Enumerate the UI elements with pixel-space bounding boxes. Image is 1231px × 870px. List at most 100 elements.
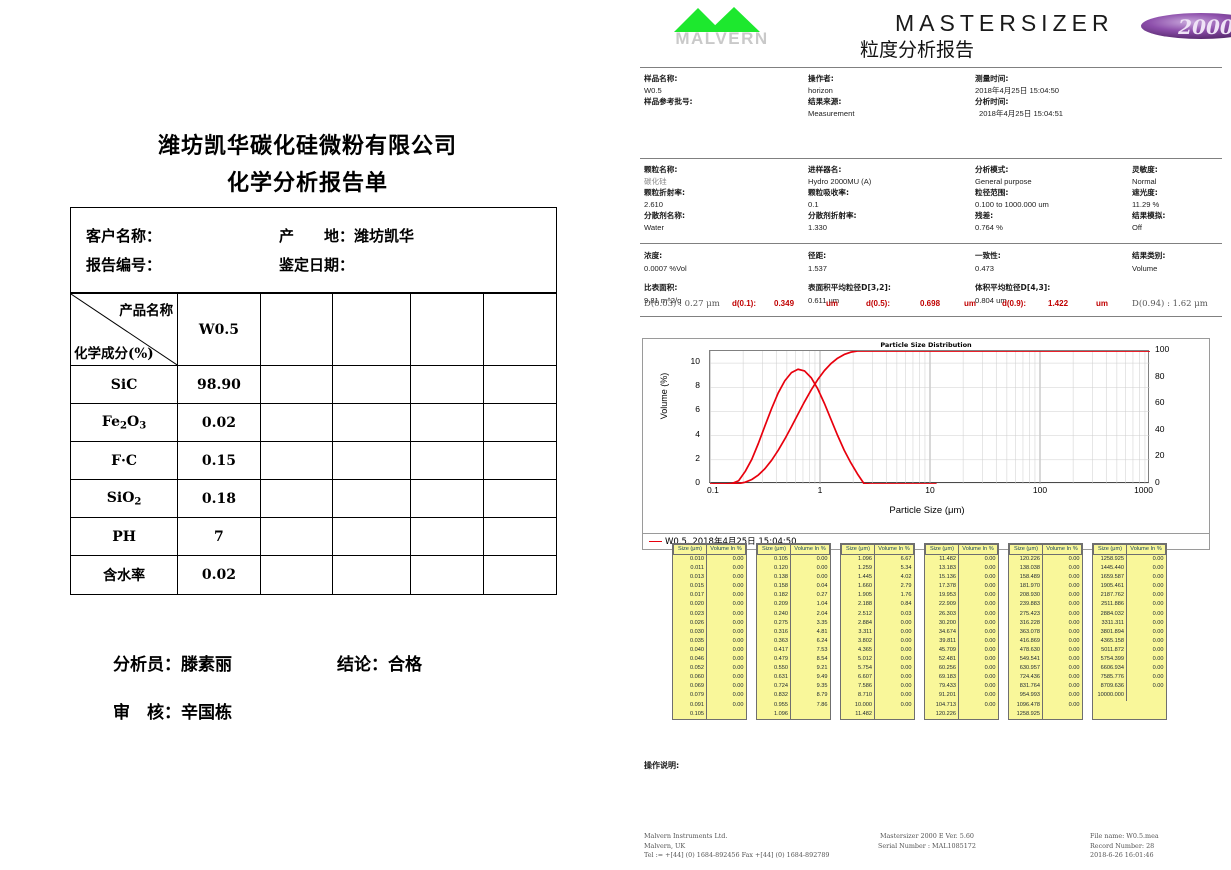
empty-cell bbox=[259, 479, 334, 518]
size-cell: 0.013 bbox=[673, 573, 707, 583]
table-row: 0.363 6.24 bbox=[757, 636, 830, 646]
table-row: 3.311 0.00 bbox=[841, 627, 914, 637]
composition-item: Fe2O3 bbox=[71, 403, 179, 442]
x-tick-label: 1000 bbox=[1134, 485, 1153, 495]
volume-cell: 0.00 bbox=[1068, 646, 1080, 653]
x-tick-label: 1 bbox=[817, 485, 823, 495]
table-row: 15.136 0.00 bbox=[925, 573, 998, 583]
volume-cell: 0.00 bbox=[984, 601, 996, 608]
conclusion-label: 结论：合格 bbox=[337, 655, 422, 675]
empty-cell bbox=[259, 293, 334, 366]
table-row: 0.011 0.00 bbox=[673, 564, 746, 574]
size-column-header: Size (μm) bbox=[757, 544, 791, 555]
volume-cell: 6.67 bbox=[900, 556, 912, 562]
report-footer: Malvern Instruments Ltd. Malvern, UK Tel :… bbox=[630, 832, 1231, 870]
size-cell: 275.423 bbox=[1009, 609, 1043, 619]
volume-cell bbox=[959, 710, 998, 719]
volume-cell: 0.00 bbox=[1068, 619, 1080, 626]
volume-cell: 0.00 bbox=[1152, 610, 1164, 617]
volume-cell: 0.00 bbox=[900, 619, 912, 626]
report-number-label: 报告编号： bbox=[86, 256, 162, 274]
size-cell: 45.709 bbox=[925, 645, 959, 656]
size-cell: 0.026 bbox=[673, 618, 707, 628]
table-row: 0.631 9.49 bbox=[757, 673, 830, 683]
table-row: 1258.925 0.00 bbox=[1093, 554, 1166, 565]
volume-cell: 3.35 bbox=[816, 619, 828, 626]
table-row: 5.012 0.00 bbox=[841, 655, 914, 665]
percentile-value: um bbox=[964, 299, 976, 308]
empty-cell bbox=[409, 555, 484, 594]
table-row: 120.226 0.00 bbox=[1009, 554, 1082, 565]
volume-cell: 7.53 bbox=[816, 646, 828, 653]
volume-cell: 6.24 bbox=[816, 637, 828, 644]
table-row: Fe2O3 0.02 bbox=[71, 403, 556, 442]
concentration-col: 浓度: 0.0007 %Vol 比表面积: 9.81 m^2/g bbox=[644, 251, 687, 305]
size-cell: 363.078 bbox=[1009, 627, 1043, 637]
table-row: 19.953 0.00 bbox=[925, 591, 998, 601]
table-row: 1905.461 0.00 bbox=[1093, 582, 1166, 592]
table-row: 181.970 0.00 bbox=[1009, 582, 1082, 592]
empty-cell bbox=[482, 403, 556, 442]
size-cell: 69.183 bbox=[925, 673, 959, 683]
company-title: 潍坊凯华碳化硅微粉有限公司 bbox=[157, 133, 457, 159]
table-row: 45.709 0.00 bbox=[925, 645, 998, 656]
volume-cell: 1.76 bbox=[900, 592, 912, 599]
volume-cell: 0.84 bbox=[900, 601, 912, 608]
table-row: 0.955 7.86 bbox=[757, 700, 830, 710]
size-cell: 138.038 bbox=[1009, 564, 1043, 574]
table-row: 0.013 0.00 bbox=[673, 573, 746, 583]
volume-cell: 0.00 bbox=[984, 583, 996, 590]
size-cell: 34.674 bbox=[925, 627, 959, 637]
size-cell: 0.550 bbox=[757, 664, 791, 674]
volume-cell: 7.86 bbox=[816, 701, 828, 708]
table-row: 630.957 0.00 bbox=[1009, 664, 1082, 674]
table-row: 2187.762 0.00 bbox=[1093, 591, 1166, 601]
table-row: 0.010 0.00 bbox=[673, 554, 746, 565]
table-row-header: 产品名称 化学成分(%) W0.5 bbox=[71, 293, 556, 366]
size-cell: 0.079 bbox=[673, 691, 707, 701]
size-cell: 0.417 bbox=[757, 645, 791, 656]
footer-center: Mastersizer 2000 E Ver. 5.60 Serial Numbe… bbox=[878, 832, 976, 850]
y-tick-label: 6 bbox=[695, 404, 700, 415]
table-row: 0.158 0.04 bbox=[757, 582, 830, 592]
divider bbox=[640, 316, 1222, 317]
size-column-header: Size (μm) bbox=[1093, 544, 1127, 555]
size-cell: 0.275 bbox=[757, 618, 791, 628]
analyst-label: 分析员：滕素丽 bbox=[113, 655, 232, 675]
y2-tick-label: 100 bbox=[1155, 344, 1170, 354]
size-cell: 7585.776 bbox=[1093, 673, 1127, 683]
table-row: 8.710 0.00 bbox=[841, 691, 914, 701]
size-cell: 3311.311 bbox=[1093, 618, 1127, 628]
empty-cell bbox=[409, 365, 484, 404]
volume-cell: 0.00 bbox=[732, 565, 744, 572]
size-cell: 0.724 bbox=[757, 682, 791, 692]
size-cell: 0.240 bbox=[757, 609, 791, 619]
empty-cell bbox=[482, 517, 556, 556]
plot-curves bbox=[710, 351, 1150, 484]
table-row: 0.417 7.53 bbox=[757, 645, 830, 656]
size-cell: 1.905 bbox=[841, 591, 875, 601]
x-tick-label: 100 bbox=[1032, 485, 1048, 495]
percentile-value: d(0.5): bbox=[866, 299, 890, 308]
volume-cell: 0.00 bbox=[732, 701, 744, 708]
table-row: 0.091 0.00 bbox=[673, 700, 746, 710]
volume-column-header: Volume In % bbox=[1126, 544, 1166, 555]
table-row: 6606.934 0.00 bbox=[1093, 664, 1166, 674]
empty-cell bbox=[482, 479, 556, 518]
volume-cell: 0.00 bbox=[984, 683, 996, 690]
report-header-block: 客户名称： 产 地：潍坊凯华 报告编号： 鉴定日期： bbox=[71, 208, 556, 293]
table-row: 30.200 0.00 bbox=[925, 618, 998, 628]
volume-cell: 0.00 bbox=[1152, 656, 1164, 663]
volume-cell: 0.00 bbox=[1068, 683, 1080, 690]
table-row: 7585.776 0.00 bbox=[1093, 673, 1166, 683]
size-volume-table: Size (μm) Volume In % 0.010 0.00 0.011 0… bbox=[672, 543, 747, 720]
volume-column-header: Volume In % bbox=[874, 544, 914, 555]
percentile-value: um bbox=[826, 299, 838, 308]
empty-cell bbox=[332, 517, 411, 556]
x-tick-label: 10 bbox=[925, 485, 935, 495]
volume-cell: 0.00 bbox=[1068, 701, 1080, 708]
size-cell: 79.433 bbox=[925, 682, 959, 692]
size-cell: 0.030 bbox=[673, 627, 707, 637]
size-cell: 26.303 bbox=[925, 609, 959, 619]
volume-cell: 0.00 bbox=[1152, 583, 1164, 590]
